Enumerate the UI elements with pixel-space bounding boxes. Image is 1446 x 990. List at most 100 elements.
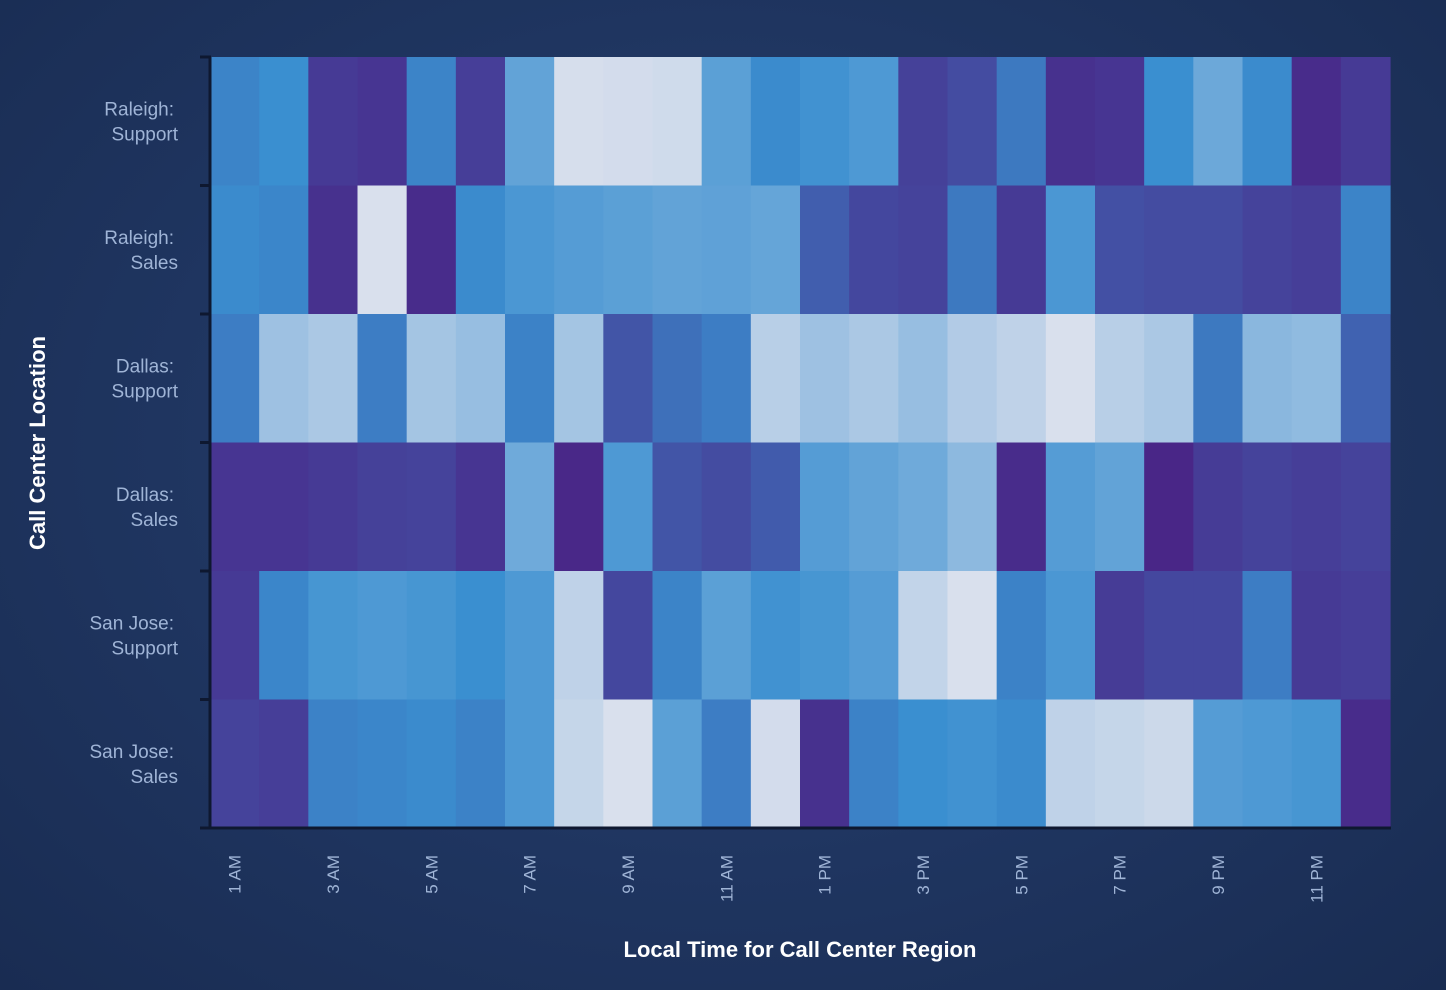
heatmap-cell [652,185,703,315]
y-tick-label: Raleigh: Support [104,99,178,145]
heatmap-cell [701,699,752,829]
heatmap-cell [652,314,703,444]
heatmap-cell [1291,442,1342,572]
heatmap-cell [455,699,506,829]
y-tick-label: San Jose: Support [90,613,179,659]
heatmap-cell [1144,57,1194,187]
heatmap-cell [554,57,604,187]
heatmap-cell [1340,442,1391,572]
heatmap-cell [750,442,801,572]
y-tick-label-line1: Raleigh: [104,228,174,249]
heatmap-cell [357,571,408,701]
heatmap-cell [947,57,998,187]
heatmap-cell [505,571,555,701]
heatmap-cell [1242,699,1293,829]
heatmap-cell [1095,57,1145,187]
heatmap-cell [849,185,899,315]
heatmap-cell [1045,185,1096,315]
heatmap-cell [1291,314,1342,444]
heatmap-cell [1340,185,1391,315]
heatmap-cell [996,185,1047,315]
heatmap-cell [1193,699,1244,829]
heatmap-cell [259,314,309,444]
heatmap-cell [406,57,457,187]
heatmap-cell [800,314,850,444]
heatmap-cell [800,699,850,829]
heatmap-cell [996,442,1047,572]
heatmap-cell [1144,442,1194,572]
heatmap-cell [357,442,408,572]
heatmap-cell [652,699,703,829]
y-tick-label-line2: Support [111,638,178,659]
heatmap-cell [308,185,359,315]
heatmap-cell [996,571,1047,701]
x-tick-label: 3 AM [324,855,343,894]
heatmap-cell [800,57,850,187]
heatmap-cell [210,314,260,444]
heatmap-cell [554,185,604,315]
heatmap-cell [505,699,555,829]
heatmap-cell [603,571,654,701]
heatmap-cell [849,571,899,701]
heatmap-cell [898,699,949,829]
heatmap-cell [406,185,457,315]
x-tick-label: 1 PM [816,855,835,895]
heatmap-cell [898,185,949,315]
heatmap-cell [1340,571,1391,701]
heatmap-cell [259,699,309,829]
heatmap-cell [947,571,998,701]
heatmap-cell [1340,699,1391,829]
heatmap-cell [1193,571,1244,701]
heatmap-cell [849,57,899,187]
heatmap-cell [357,314,408,444]
heatmap-cell [701,57,752,187]
heatmap-cells [210,57,1391,829]
heatmap-cell [1291,185,1342,315]
heatmap-cell [750,314,801,444]
y-tick-label: Dallas: Sales [116,485,178,531]
heatmap-cell [554,699,604,829]
heatmap-cell [1045,57,1096,187]
heatmap-cell [849,442,899,572]
heatmap-cell [1144,314,1194,444]
heatmap-cell [554,314,604,444]
heatmap-cell [701,185,752,315]
y-tick-label: Dallas: Support [111,356,178,402]
heatmap-cell [1045,442,1096,572]
heatmap-cell [259,57,309,187]
heatmap-cell [308,571,359,701]
heatmap-cell [1095,314,1145,444]
heatmap-cell [1291,57,1342,187]
heatmap-cell [1242,57,1293,187]
y-axis-title: Call Center Location [25,336,50,550]
heatmap-cell [800,185,850,315]
heatmap-cell [505,185,555,315]
heatmap-cell [1193,314,1244,444]
y-tick-label-line1: San Jose: [90,742,175,763]
heatmap-cell [1340,57,1391,187]
x-tick-label: 5 AM [422,855,441,894]
heatmap-cell [996,314,1047,444]
heatmap-cell [947,699,998,829]
x-tick-label: 9 AM [619,855,638,894]
heatmap-cell [210,442,260,572]
heatmap-cell [652,442,703,572]
heatmap-cell [1193,57,1244,187]
heatmap-cell [455,442,506,572]
heatmap-cell [210,571,260,701]
heatmap-cell [1095,699,1145,829]
heatmap-cell [1045,314,1096,444]
x-axis-title: Local Time for Call Center Region [624,937,977,962]
x-tick-label: 1 AM [226,855,245,894]
heatmap-cell [1095,185,1145,315]
heatmap-cell [505,442,555,572]
heatmap-cell [210,57,260,187]
x-tick-label: 7 AM [521,855,540,894]
heatmap-cell [554,571,604,701]
heatmap-cell [455,571,506,701]
heatmap-cell [1291,699,1342,829]
heatmap-cell [1045,571,1096,701]
heatmap-cell [1095,571,1145,701]
heatmap-cell [505,314,555,444]
heatmap-cell [357,699,408,829]
